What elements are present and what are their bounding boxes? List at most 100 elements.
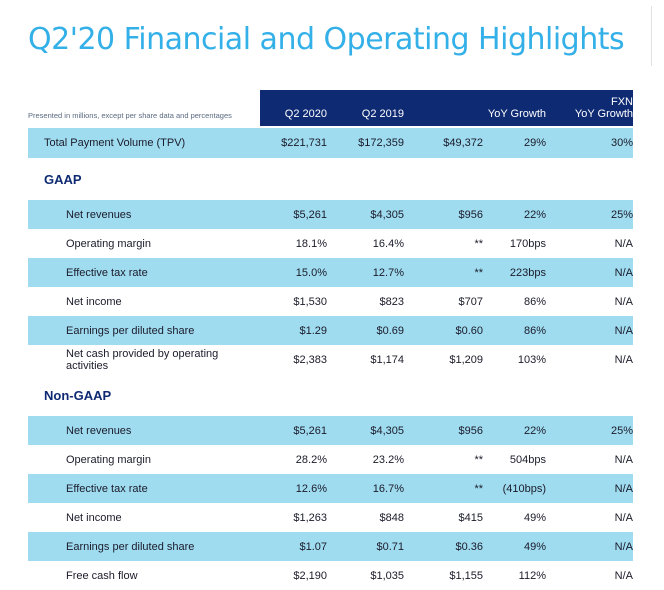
cell-yoy-pct: 86%: [523, 295, 546, 308]
cell-q2-2019: 23.2%: [372, 453, 404, 466]
cell-yoy-abs: **: [474, 482, 483, 495]
cell-fxn: N/A: [614, 482, 633, 495]
cell-q2-2019: 16.4%: [372, 237, 404, 250]
cell-q2-2020: $221,731: [281, 137, 327, 149]
page-title: Q2'20 Financial and Operating Highlights: [28, 22, 625, 57]
cell-yoy-abs: $49,372: [443, 137, 483, 149]
cell-q2-2019: 12.7%: [372, 266, 404, 279]
column-header-q2-2019: Q2 2019: [361, 108, 404, 120]
cell-fxn: N/A: [614, 295, 633, 308]
cell-yoy-abs: $956: [458, 208, 483, 221]
table-row: Earnings per diluted share $1.07 $0.71 $…: [28, 532, 633, 561]
side-decoration: [651, 6, 662, 66]
cell-yoy-abs: $0.60: [455, 324, 483, 337]
cell-yoy-pct: 49%: [523, 511, 546, 524]
cell-yoy-abs: **: [474, 237, 483, 250]
cell-fxn: 30%: [610, 137, 633, 149]
cell-q2-2019: $0.69: [376, 324, 404, 337]
cell-q2-2019: $848: [379, 511, 404, 524]
cell-yoy-pct: 22%: [523, 208, 546, 221]
table-row: Operating margin 28.2% 23.2% ** 504bps N…: [28, 445, 633, 474]
cell-q2-2019: $172,359: [358, 137, 404, 149]
cell-yoy-abs: $956: [458, 424, 483, 437]
column-header-yoy-growth: YoY Growth: [487, 108, 546, 120]
cell-yoy-pct: 49%: [523, 540, 546, 553]
cell-yoy-abs: $415: [458, 511, 483, 524]
cell-yoy-abs: $707: [458, 295, 483, 308]
cell-fxn: N/A: [614, 569, 633, 582]
table-row: Effective tax rate 15.0% 12.7% ** 223bps…: [28, 258, 633, 287]
cell-yoy-pct: 504bps: [509, 453, 546, 466]
cell-yoy-abs: $0.36: [455, 540, 483, 553]
table-row: Net revenues $5,261 $4,305 $956 22% 25%: [28, 200, 633, 229]
units-note: Presented in millions, except per share …: [28, 111, 232, 120]
cell-fxn: N/A: [614, 266, 633, 279]
cell-yoy-abs: **: [474, 453, 483, 466]
row-label: Total Payment Volume (TPV): [44, 137, 186, 149]
cell-q2-2020: $1,530: [293, 295, 327, 308]
column-header-band: Q2 2020 Q2 2019 YoY Growth FXN YoY Growt…: [260, 90, 633, 126]
row-label: Operating margin: [66, 453, 151, 466]
cell-q2-2020: 28.2%: [295, 453, 327, 466]
row-label: Operating margin: [66, 237, 151, 250]
column-header-fxn-bottom: YoY Growth: [574, 108, 633, 120]
table-row: Earnings per diluted share $1.29 $0.69 $…: [28, 316, 633, 345]
row-label: Net revenues: [66, 424, 132, 437]
table-row: Net revenues $5,261 $4,305 $956 22% 25%: [28, 416, 633, 445]
cell-yoy-pct: 112%: [518, 569, 546, 582]
cell-fxn: 25%: [610, 208, 633, 221]
section-heading-gaap: GAAP: [44, 171, 82, 187]
cell-q2-2019: $0.71: [376, 540, 404, 553]
cell-yoy-pct: 223bps: [509, 266, 546, 279]
table-row: Effective tax rate 12.6% 16.7% ** (410bp…: [28, 474, 633, 503]
cell-fxn: N/A: [614, 453, 633, 466]
row-label: Effective tax rate: [66, 482, 148, 495]
cell-yoy-pct: 29%: [523, 137, 546, 149]
cell-q2-2020: 18.1%: [295, 237, 327, 250]
cell-yoy-abs: $1,155: [449, 569, 483, 582]
cell-q2-2020: $1.07: [299, 540, 327, 553]
cell-fxn: N/A: [614, 540, 633, 553]
table-header: Presented in millions, except per share …: [28, 90, 633, 126]
cell-yoy-pct: 170bps: [509, 237, 546, 250]
cell-q2-2020: 15.0%: [295, 266, 327, 279]
cell-q2-2019: 16.7%: [372, 482, 404, 495]
cell-q2-2020: $5,261: [293, 208, 327, 221]
column-header-q2-2020: Q2 2020: [284, 108, 327, 120]
cell-q2-2020: $1,263: [293, 511, 327, 524]
cell-yoy-pct: 22%: [523, 424, 546, 437]
cell-yoy-abs: **: [474, 266, 483, 279]
cell-fxn: N/A: [614, 324, 633, 337]
cell-fxn: N/A: [614, 353, 633, 366]
row-label: Net income: [66, 295, 122, 308]
table-row: Net income $1,263 $848 $415 49% N/A: [28, 503, 633, 532]
row-label: Earnings per diluted share: [66, 540, 195, 553]
row-label: Free cash flow: [66, 569, 138, 582]
cell-q2-2020: $2,190: [293, 569, 327, 582]
cell-q2-2020: $2,383: [293, 353, 327, 366]
cell-fxn: 25%: [610, 424, 633, 437]
row-label: Net revenues: [66, 208, 132, 221]
row-label: Effective tax rate: [66, 266, 148, 279]
cell-q2-2019: $1,174: [370, 353, 404, 366]
cell-yoy-abs: $1,209: [449, 353, 483, 366]
cell-q2-2019: $4,305: [370, 424, 404, 437]
highlights-table: Presented in millions, except per share …: [28, 90, 633, 590]
cell-yoy-pct: (410bps): [502, 482, 546, 495]
row-label: Net cash provided by operating activitie…: [66, 347, 219, 372]
row-label: Earnings per diluted share: [66, 324, 195, 337]
table-row: Free cash flow $2,190 $1,035 $1,155 112%…: [28, 561, 633, 590]
cell-fxn: N/A: [614, 511, 633, 524]
cell-q2-2020: $5,261: [293, 424, 327, 437]
cell-q2-2019: $1,035: [370, 569, 404, 582]
column-header-fxn: FXN YoY Growth: [546, 90, 633, 126]
cell-yoy-pct: 86%: [523, 324, 546, 337]
row-label: Net income: [66, 511, 122, 524]
cell-yoy-pct: 103%: [517, 353, 546, 366]
cell-fxn: N/A: [614, 237, 633, 250]
column-header-fxn-top: FXN: [611, 96, 633, 108]
table-row: Operating margin 18.1% 16.4% ** 170bps N…: [28, 229, 633, 258]
cell-q2-2020: 12.6%: [295, 482, 327, 495]
section-heading-non-gaap: Non-GAAP: [44, 387, 112, 403]
cell-q2-2019: $823: [379, 295, 404, 308]
